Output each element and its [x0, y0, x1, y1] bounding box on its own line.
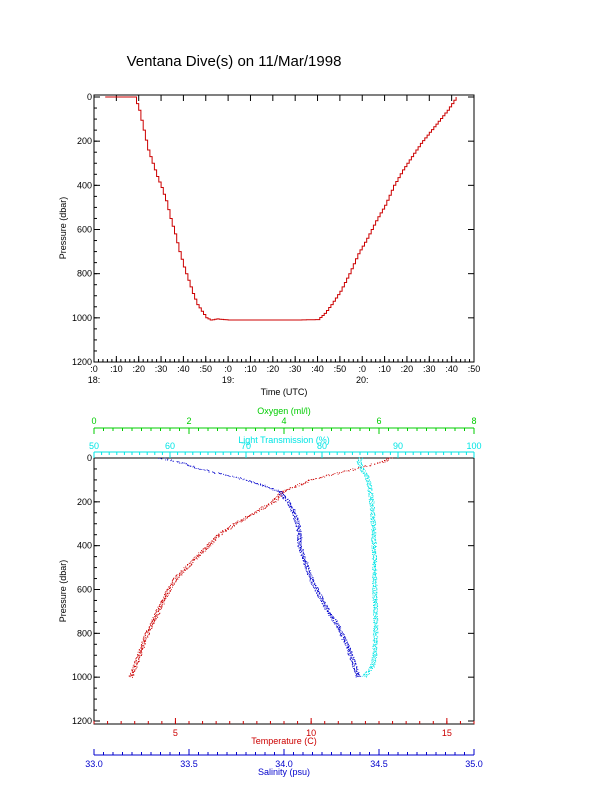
light-tick-label: 100	[466, 441, 481, 451]
time-x-tick-label: :0	[90, 364, 98, 374]
time-x-tick-label: :10	[378, 364, 391, 374]
oxygen-tick-label: 6	[376, 416, 381, 426]
profile-y-tick-label: 1000	[72, 672, 92, 682]
time-y-axis: 0 200 400 600 800 1000 1200	[72, 92, 474, 367]
salinity-tick-label: 33.0	[85, 759, 103, 769]
temperature-profile	[128, 457, 393, 678]
time-x-tick-label: :20	[267, 364, 280, 374]
light-profile	[356, 456, 379, 678]
light-profile-dots	[356, 456, 379, 678]
time-x-tick-label: :30	[289, 364, 302, 374]
salinity-tick-label: 34.0	[275, 759, 293, 769]
temperature-tick-label: 5	[173, 728, 178, 738]
temperature-axis: 5 10 15	[93, 718, 475, 738]
time-x-tick-label: :40	[177, 364, 190, 374]
time-x-tick-label: :0	[358, 364, 366, 374]
oxygen-tick-label: 2	[186, 416, 191, 426]
profile-y-tick-label: 800	[77, 628, 92, 638]
time-x-tick-label: :50	[200, 364, 213, 374]
oxygen-axis: 0 2 4 6 8	[91, 416, 477, 434]
time-x-tick-label: :50	[468, 364, 481, 374]
time-y-label: Pressure (dbar)	[58, 197, 68, 260]
salinity-tick-label: 33.5	[180, 759, 198, 769]
salinity-axis: 33.0 33.5 34.0 34.5 35.0	[85, 749, 483, 769]
time-x-tick-label: :50	[334, 364, 347, 374]
time-x-label: Time (UTC)	[261, 387, 308, 397]
time-y-tick-label: 0	[87, 92, 92, 102]
oxygen-tick-label: 4	[281, 416, 286, 426]
salinity-tick-label: 34.5	[370, 759, 388, 769]
profile-y-tick-label: 200	[77, 497, 92, 507]
time-y-tick-label: 1200	[72, 357, 92, 367]
time-hour-label: 19:	[222, 375, 235, 385]
time-y-tick-label: 1000	[72, 313, 92, 323]
light-tick-label: 80	[317, 441, 327, 451]
time-x-tick-label: :40	[445, 364, 458, 374]
chart-title: Ventana Dive(s) on 11/Mar/1998	[127, 53, 342, 70]
time-y-tick-label: 200	[77, 136, 92, 146]
temperature-tick-label: 15	[442, 728, 452, 738]
time-x-tick-label: :30	[155, 364, 168, 374]
light-tick-label: 60	[165, 441, 175, 451]
salinity-tick-label: 35.0	[465, 759, 483, 769]
time-x-tick-label: :10	[244, 364, 257, 374]
time-hour-label: 18:	[88, 375, 101, 385]
profile-y-axis: 0 200 400 600 800 1000 1200	[72, 453, 474, 726]
temperature-tick-label: 10	[306, 728, 316, 738]
salinity-axis-label: Salinity (psu)	[258, 767, 310, 777]
temperature-axis-label: Temperature (C)	[251, 736, 317, 746]
profile-y-tick-label: 400	[77, 541, 92, 551]
profile-series-group	[128, 456, 393, 678]
time-x-tick-label: :30	[423, 364, 436, 374]
time-y-tick-label: 400	[77, 180, 92, 190]
time-x-axis: :018::10:20:30:40:50:019::10:20:30:40:50…	[88, 95, 481, 385]
light-axis-label: Light Transmission (%)	[238, 435, 330, 445]
pressure-trace	[105, 96, 457, 321]
time-y-tick-label: 800	[77, 269, 92, 279]
time-series-group	[105, 96, 457, 321]
profile-y-label: Pressure (dbar)	[58, 560, 68, 623]
time-y-tick-label: 600	[77, 225, 92, 235]
light-tick-label: 50	[89, 441, 99, 451]
light-tick-label: 90	[393, 441, 403, 451]
profile-y-tick-label: 1200	[72, 716, 92, 726]
time-x-tick-label: :20	[132, 364, 145, 374]
oxygen-axis-label: Oxygen (ml/l)	[257, 406, 311, 416]
profile-chart: 0 200 400 600 800 1000 1200 0 2 4 6 8 50 60 70 80 90 10…	[58, 406, 483, 777]
light-tick-label: 70	[241, 441, 251, 451]
temperature-profile-dots	[128, 457, 393, 678]
time-x-tick-label: :10	[110, 364, 123, 374]
time-hour-label: 20:	[356, 375, 369, 385]
profile-y-tick-label: 0	[87, 453, 92, 463]
salinity-profile-dots	[158, 457, 361, 678]
profile-y-tick-label: 600	[77, 585, 92, 595]
time-x-tick-label: :40	[311, 364, 324, 374]
time-x-tick-label: :20	[401, 364, 414, 374]
time-plot-frame	[93, 94, 475, 363]
oxygen-tick-label: 8	[471, 416, 476, 426]
time-x-tick-label: :0	[224, 364, 232, 374]
light-transmission-axis: 50 60 70 80 90 100	[89, 441, 482, 458]
oxygen-tick-label: 0	[91, 416, 96, 426]
salinity-profile	[158, 457, 361, 678]
